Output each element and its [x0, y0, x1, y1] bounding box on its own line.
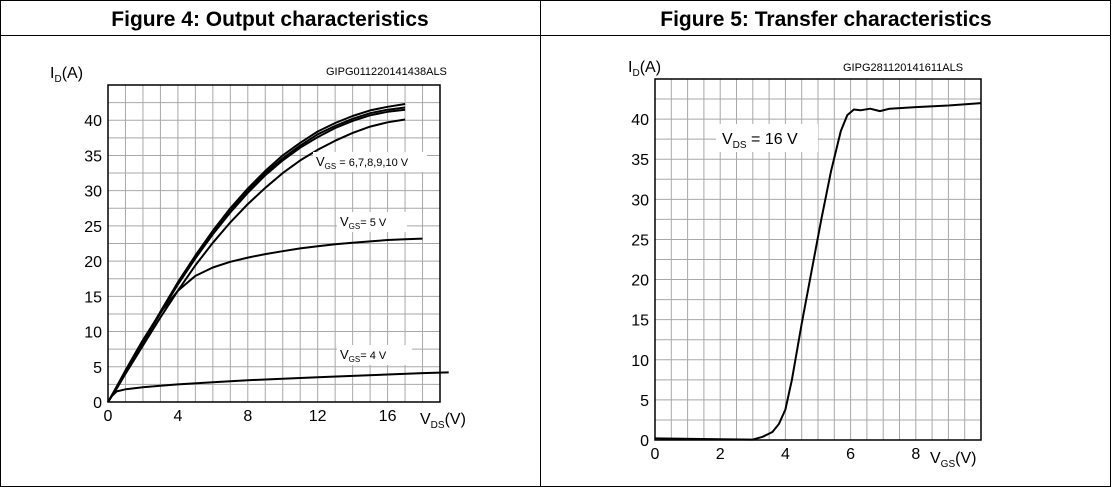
- x-tick-label: 6: [846, 446, 855, 463]
- y-tick-label: 10: [631, 353, 649, 370]
- y-tick-label: 20: [631, 273, 649, 290]
- y-tick-label: 0: [93, 395, 102, 412]
- vgs-5-label-bg: [337, 212, 407, 232]
- output-y-tick-labels: 0 5 10 15 20 25 30 35 40: [84, 113, 102, 412]
- series-line-3: [107, 118, 406, 403]
- output-x-axis-label: VDS(V): [420, 411, 466, 431]
- output-y-axis-label: ID(A): [50, 65, 83, 85]
- figure-5-title: Figure 5: Transfer characteristics: [660, 8, 992, 31]
- y-tick-label: 15: [631, 313, 649, 330]
- figure-4-title: Figure 4: Output characteristics: [111, 8, 429, 31]
- output-grid: [108, 85, 440, 402]
- vds-label-bg: [716, 124, 818, 152]
- transfer-x-tick-labels: 0 2 4 6 8: [651, 446, 921, 463]
- y-tick-label: 25: [631, 232, 649, 249]
- figure-divider: [540, 0, 541, 487]
- x-tick-label: 4: [781, 446, 790, 463]
- x-tick-label: 2: [716, 446, 725, 463]
- x-tick-label: 8: [911, 446, 920, 463]
- vgs-4-annotation: VGS= 4 V: [340, 347, 387, 364]
- title-rule: [0, 35, 1111, 36]
- transfer-curves: [654, 102, 982, 441]
- output-curves: [107, 103, 449, 403]
- x-tick-label: 0: [651, 446, 660, 463]
- series-line-5: [107, 371, 449, 403]
- x-tick-label: 16: [379, 408, 397, 425]
- transfer-x-axis-label: VGS(V): [930, 450, 976, 470]
- transfer-chart-code: GIPG281120141611ALS: [843, 62, 963, 74]
- y-tick-label: 30: [631, 192, 649, 209]
- y-tick-label: 25: [84, 219, 102, 236]
- transfer-characteristics-chart: 0 2 4 6 8 0 5 10 15 20 25 30 35 40 GIPG281120141611A…: [628, 59, 982, 470]
- series-line-2: [107, 108, 406, 403]
- x-tick-label: 4: [173, 408, 182, 425]
- y-tick-label: 35: [631, 152, 649, 169]
- transfer-plot-frame: [654, 78, 982, 441]
- y-tick-label: 30: [84, 184, 102, 201]
- y-tick-label: 5: [93, 360, 102, 377]
- transfer-y-axis-label: ID(A): [628, 59, 661, 79]
- output-chart-code: GIPG011220141438ALS: [326, 66, 447, 78]
- vds-16-annotation: VDS = 16 V: [722, 131, 798, 151]
- output-characteristics-chart: 0 4 8 12 16 0 5 10 15 20 25 30 35 40 GIPG01122014143…: [50, 65, 466, 431]
- vgs-6-10-annotation: VGS = 6,7,8,9,10 V: [316, 154, 409, 171]
- y-tick-label: 5: [640, 393, 649, 410]
- vgs-5-annotation: VGS= 5 V: [340, 214, 387, 231]
- x-tick-label: 8: [243, 408, 252, 425]
- x-tick-label: 0: [104, 408, 113, 425]
- y-tick-label: 15: [84, 289, 102, 306]
- vgs-6-10-label-bg: [313, 152, 427, 172]
- y-tick-label: 35: [84, 148, 102, 165]
- y-tick-label: 40: [631, 112, 649, 129]
- y-tick-label: 10: [84, 325, 102, 342]
- series-line-4: [107, 237, 423, 403]
- y-tick-label: 40: [84, 113, 102, 130]
- x-tick-label: 12: [309, 408, 327, 425]
- vgs-4-label-bg: [337, 345, 412, 365]
- output-plot-frame: [107, 84, 441, 403]
- y-tick-label: 0: [640, 433, 649, 450]
- transfer-y-tick-labels: 0 5 10 15 20 25 30 35 40: [631, 112, 649, 450]
- series-line-0: [654, 102, 982, 441]
- y-tick-label: 20: [84, 254, 102, 271]
- output-x-tick-labels: 0 4 8 12 16: [104, 408, 397, 425]
